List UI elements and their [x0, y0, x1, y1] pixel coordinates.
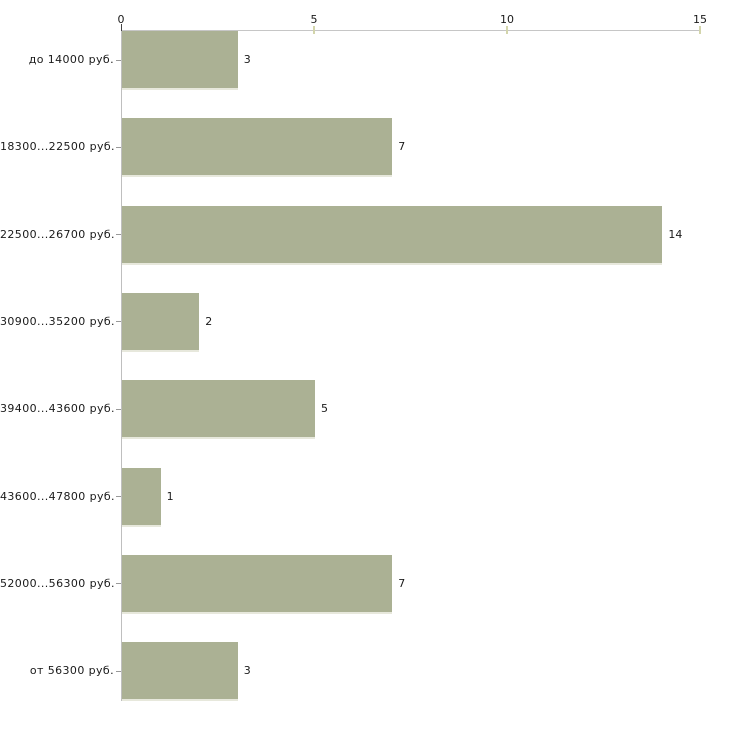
category-tick-mark [116, 583, 121, 585]
category-label: 18300...22500 руб. [0, 140, 115, 154]
category-label: 52000...56300 руб. [0, 576, 115, 590]
x-axis-tick-label: 10 [500, 13, 514, 26]
x-axis-tick-label: 15 [693, 13, 707, 26]
category-label: 43600...47800 руб. [0, 489, 115, 503]
category-label: 22500...26700 руб. [0, 227, 115, 241]
category-tick-mark [116, 496, 121, 497]
bar [122, 118, 393, 178]
category-tick-mark [116, 59, 121, 61]
category-label: 30900...35200 руб. [0, 314, 115, 328]
x-axis-tick-label: 0 [117, 13, 125, 26]
value-label: 7 [398, 140, 406, 154]
value-label: 3 [243, 664, 251, 678]
x-axis-line [121, 30, 700, 31]
category-tick-mark [116, 146, 121, 148]
value-label: 7 [398, 576, 406, 590]
value-label: 3 [243, 53, 251, 66]
category-label: до 14000 руб. [28, 53, 114, 66]
value-label: 2 [205, 314, 213, 328]
x-axis-tick-mark [699, 26, 701, 34]
value-label: 5 [321, 402, 328, 416]
bar [122, 467, 161, 527]
category-label: 39400...43600 руб. [0, 402, 115, 416]
y-axis-line [121, 30, 122, 701]
bar [122, 380, 315, 440]
category-tick-mark [116, 408, 121, 410]
category-tick-mark [116, 321, 121, 323]
x-axis-tick-mark [506, 26, 508, 34]
bar [122, 642, 238, 702]
bar [122, 205, 663, 265]
bar [122, 31, 238, 90]
category-label: от 56300 руб. [29, 664, 114, 678]
category-tick-mark [116, 670, 121, 672]
value-label: 1 [166, 489, 174, 503]
x-axis-tick-label: 5 [310, 13, 318, 26]
x-axis-tick-mark [121, 24, 122, 31]
category-tick-mark [116, 234, 121, 236]
x-axis-tick-mark [313, 26, 315, 34]
bar [122, 292, 200, 352]
value-label: 14 [668, 227, 683, 241]
bar [122, 554, 393, 614]
